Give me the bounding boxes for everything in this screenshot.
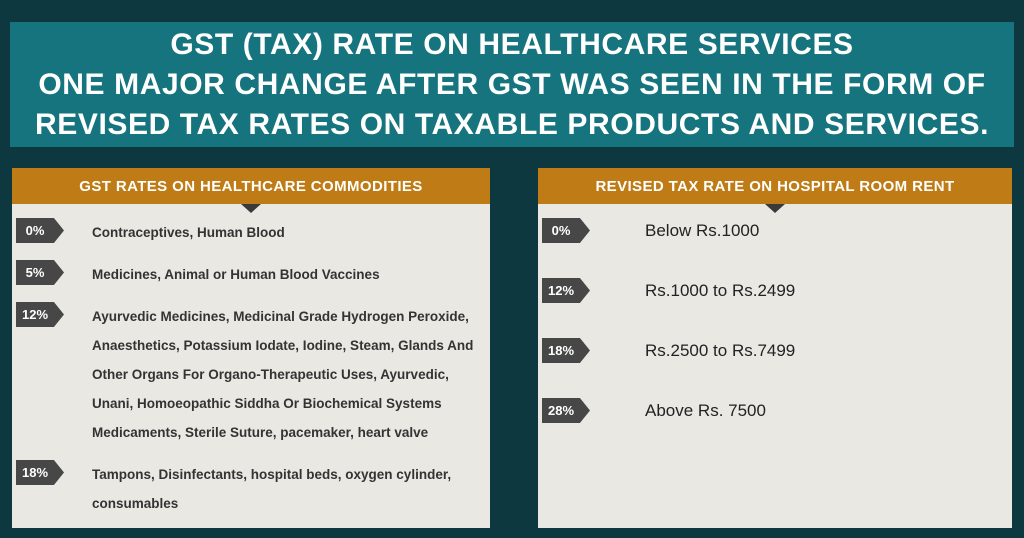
rate-tag: 18%: [16, 460, 64, 485]
rate-description: Tampons, Disinfectants, hospital beds, o…: [92, 467, 452, 511]
panel-body-room-rent: 0% Below Rs.1000 12% Rs.1000 to Rs.2499 …: [538, 204, 1012, 423]
header-line-3: REVISED TAX RATES ON TAXABLE PRODUCTS AN…: [34, 108, 990, 141]
rate-tag: 0%: [16, 218, 64, 243]
panel-header-room-rent: REVISED TAX RATE ON HOSPITAL ROOM RENT: [538, 168, 1012, 213]
rate-tag: 0%: [542, 218, 590, 243]
rate-row: 18% Tampons, Disinfectants, hospital bed…: [16, 460, 480, 518]
rate-description: Ayurvedic Medicines, Medicinal Grade Hyd…: [92, 309, 474, 440]
panel-title-commodities: GST RATES ON HEALTHCARE COMMODITIES: [79, 177, 423, 195]
panel-body-commodities: 0% Contraceptives, Human Blood 5% Medici…: [12, 204, 490, 518]
panel-healthcare-commodities: GST RATES ON HEALTHCARE COMMODITIES 0% C…: [12, 168, 490, 528]
rate-tag: 5%: [16, 260, 64, 285]
rate-tag: 18%: [542, 338, 590, 363]
rate-row: 0% Below Rs.1000: [542, 218, 1002, 243]
panel-header-commodities: GST RATES ON HEALTHCARE COMMODITIES: [12, 168, 490, 213]
rate-row: 18% Rs.2500 to Rs.7499: [542, 338, 1002, 363]
rate-row: 12% Rs.1000 to Rs.2499: [542, 278, 1002, 303]
rate-row: 0% Contraceptives, Human Blood: [16, 218, 480, 247]
rate-description: Rs.1000 to Rs.2499: [645, 281, 796, 300]
rate-description: Rs.2500 to Rs.7499: [645, 341, 796, 360]
panel-title-room-rent: REVISED TAX RATE ON HOSPITAL ROOM RENT: [595, 177, 955, 195]
rate-row: 5% Medicines, Animal or Human Blood Vacc…: [16, 260, 480, 289]
rate-description: Contraceptives, Human Blood: [92, 225, 285, 240]
rate-description: Above Rs. 7500: [645, 401, 766, 420]
pointer-notch-icon: [241, 204, 261, 213]
rate-row: 28% Above Rs. 7500: [542, 398, 1002, 423]
rate-row: 12% Ayurvedic Medicines, Medicinal Grade…: [16, 302, 480, 447]
rate-description: Below Rs.1000: [645, 221, 760, 240]
rate-tag: 12%: [542, 278, 590, 303]
rate-tag: 12%: [16, 302, 64, 327]
rate-tag: 28%: [542, 398, 590, 423]
rate-description: Medicines, Animal or Human Blood Vaccine…: [92, 267, 380, 282]
header-line-1: GST (TAX) RATE ON HEALTHCARE SERVICES: [170, 28, 854, 61]
header-banner: GST (TAX) RATE ON HEALTHCARE SERVICES ON…: [10, 22, 1014, 147]
pointer-notch-icon: [765, 204, 785, 213]
header-line-2: ONE MAJOR CHANGE AFTER GST WAS SEEN IN T…: [38, 68, 986, 101]
panel-hospital-room-rent: REVISED TAX RATE ON HOSPITAL ROOM RENT 0…: [538, 168, 1012, 528]
